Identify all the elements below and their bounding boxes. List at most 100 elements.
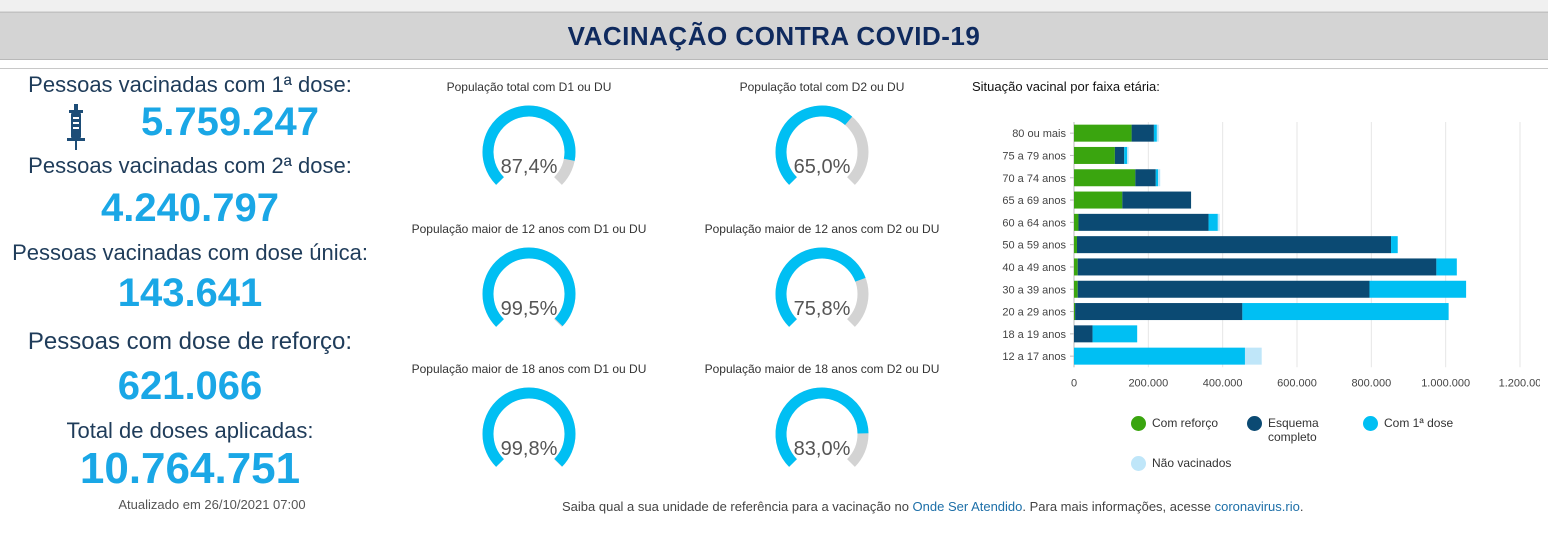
gauge-12-d1: População maior de 12 anos com D1 ou DU …: [409, 222, 649, 352]
bar-segment[interactable]: [1217, 213, 1220, 231]
updated-timestamp: Atualizado em 26/10/2021 07:00: [118, 497, 306, 512]
bar-segment[interactable]: [1369, 280, 1467, 298]
legend-swatch: [1131, 456, 1146, 471]
bar-segment[interactable]: [1135, 169, 1156, 187]
bar-segment[interactable]: [1124, 146, 1128, 164]
gauge-value: 99,8%: [500, 438, 558, 460]
legend-label: Esquema completo: [1268, 416, 1319, 444]
bar-segment[interactable]: [1391, 236, 1398, 254]
legend-item-dose1[interactable]: Com 1ª dose: [1363, 416, 1453, 431]
bar-segment[interactable]: [1092, 325, 1138, 343]
single-dose-label: Pessoas vacinadas com dose única:: [12, 240, 368, 265]
bar-segment[interactable]: [1122, 191, 1192, 209]
chart-title: Situação vacinal por faixa etária:: [972, 79, 1160, 94]
bar-segment[interactable]: [1074, 325, 1093, 343]
dose1-value: 5.759.247: [141, 100, 319, 144]
bar-segment[interactable]: [1074, 347, 1245, 365]
gauge-arc: [482, 105, 576, 185]
bar-segment[interactable]: [1074, 146, 1115, 164]
total-doses-label: Total de doses aplicadas:: [66, 418, 314, 443]
footer-text: Saiba qual a sua unidade de referência p…: [562, 499, 913, 514]
legend-label: Não vacinados: [1152, 456, 1232, 470]
x-tick-label: 600.000: [1277, 377, 1317, 389]
page-header: VACINAÇÃO CONTRA COVID-19: [0, 12, 1548, 60]
bar-segment[interactable]: [1077, 258, 1437, 276]
bar-segment[interactable]: [1208, 213, 1218, 231]
footer-text: .: [1299, 499, 1304, 514]
legend-swatch: [1131, 416, 1146, 431]
bar-segment[interactable]: [1131, 124, 1154, 142]
y-tick-label: 20 a 29 anos: [1002, 307, 1066, 319]
x-tick-label: 200.000: [1128, 377, 1168, 389]
gauge-fill: [775, 247, 866, 327]
y-tick-label: 70 a 74 anos: [1002, 173, 1066, 185]
y-tick-label: 30 a 39 anos: [1002, 284, 1066, 296]
age-group-bar-chart: 80 ou mais 75 a 79 anos 70 a 74 anos 65 a 6…: [1002, 122, 1540, 389]
gauge-18-d1: População maior de 18 anos com D1 ou DU …: [409, 362, 649, 492]
footer-note: Saiba qual a sua unidade de referência p…: [0, 499, 1548, 514]
legend-swatch: [1247, 416, 1262, 431]
page-title: VACINAÇÃO CONTRA COVID-19: [567, 20, 981, 51]
bar-segment[interactable]: [1074, 191, 1123, 209]
y-tick-label: 40 a 49 anos: [1002, 262, 1066, 274]
legend-item-reforco[interactable]: Com reforço: [1131, 416, 1218, 431]
bar-segment[interactable]: [1077, 280, 1370, 298]
header-divider: [0, 68, 1548, 69]
bar-segment[interactable]: [1156, 124, 1159, 142]
bar-segment[interactable]: [1075, 303, 1243, 321]
bar-segment[interactable]: [1074, 303, 1076, 321]
bar-segment[interactable]: [1157, 169, 1161, 187]
y-tick-label: 80 ou mais: [1012, 128, 1066, 140]
single-dose-value: 143.641: [117, 271, 263, 315]
gauge-fill: [482, 105, 576, 185]
gauge-18-d2: População maior de 18 anos com D2 ou DU …: [702, 362, 942, 492]
x-tick-label: 1.200.00: [1499, 377, 1540, 389]
gauge-arc: [482, 387, 576, 467]
x-tick-label: 800.000: [1351, 377, 1391, 389]
bar-segment[interactable]: [1074, 280, 1078, 298]
x-tick-label: 1.000.000: [1421, 377, 1470, 389]
gauge-title: População maior de 18 anos com D1 ou DU: [411, 362, 647, 376]
x-tick-label: 400.000: [1203, 377, 1243, 389]
legend-swatch: [1363, 416, 1378, 431]
onde-ser-atendido-link[interactable]: Onde Ser Atendido: [912, 499, 1023, 514]
bar-segment[interactable]: [1074, 258, 1078, 276]
bar-segment[interactable]: [1074, 124, 1132, 142]
bar-segment[interactable]: [1074, 169, 1136, 187]
bar-segment[interactable]: [1074, 236, 1077, 254]
gauge-fill: [775, 105, 853, 185]
gauge-title: População maior de 12 anos com D2 ou DU: [704, 222, 940, 236]
gauge-total-d1: População total com D1 ou DU 87,4%: [409, 80, 649, 210]
total-doses-value: 10.764.751: [79, 444, 301, 493]
gauge-title: População total com D2 ou DU: [739, 80, 905, 94]
y-tick-label: 75 a 79 anos: [1002, 150, 1066, 162]
bar-segment[interactable]: [1076, 236, 1392, 254]
bar-segment[interactable]: [1242, 303, 1449, 321]
coronavirus-rio-link[interactable]: coronavirus.rio: [1214, 499, 1300, 514]
bar-segment[interactable]: [1155, 169, 1158, 187]
bar-segment[interactable]: [1114, 146, 1125, 164]
gauge-value: 65,0%: [793, 156, 851, 178]
bar-segment[interactable]: [1153, 124, 1157, 142]
bar-segment[interactable]: [1078, 213, 1209, 231]
legend-item-completo[interactable]: Esquema completo: [1247, 416, 1342, 444]
bar-segment[interactable]: [1074, 213, 1079, 231]
gauge-12-d2: População maior de 12 anos com D2 ou DU …: [702, 222, 942, 352]
y-tick-label: 60 a 64 anos: [1002, 217, 1066, 229]
gauge-title: População maior de 18 anos com D2 ou DU: [704, 362, 940, 376]
legend-item-nao-vacinados[interactable]: Não vacinados: [1131, 456, 1231, 471]
dose2-value: 4.240.797: [101, 186, 279, 230]
booster-value: 621.066: [117, 364, 263, 408]
gauge-arc: [775, 247, 869, 327]
dose1-label: Pessoas vacinadas com 1ª dose:: [28, 72, 352, 97]
legend-label: Com reforço: [1152, 416, 1219, 430]
legend-label: Com 1ª dose: [1384, 416, 1454, 430]
gauge-arc: [775, 387, 869, 467]
gauge-arc: [775, 105, 869, 185]
top-strip: [0, 0, 1548, 12]
bar-segment[interactable]: [1244, 347, 1262, 365]
booster-label: Pessoas com dose de reforço:: [27, 328, 353, 355]
bar-segment[interactable]: [1436, 258, 1457, 276]
gauge-value: 83,0%: [793, 438, 851, 460]
bar-segment[interactable]: [1127, 146, 1129, 164]
